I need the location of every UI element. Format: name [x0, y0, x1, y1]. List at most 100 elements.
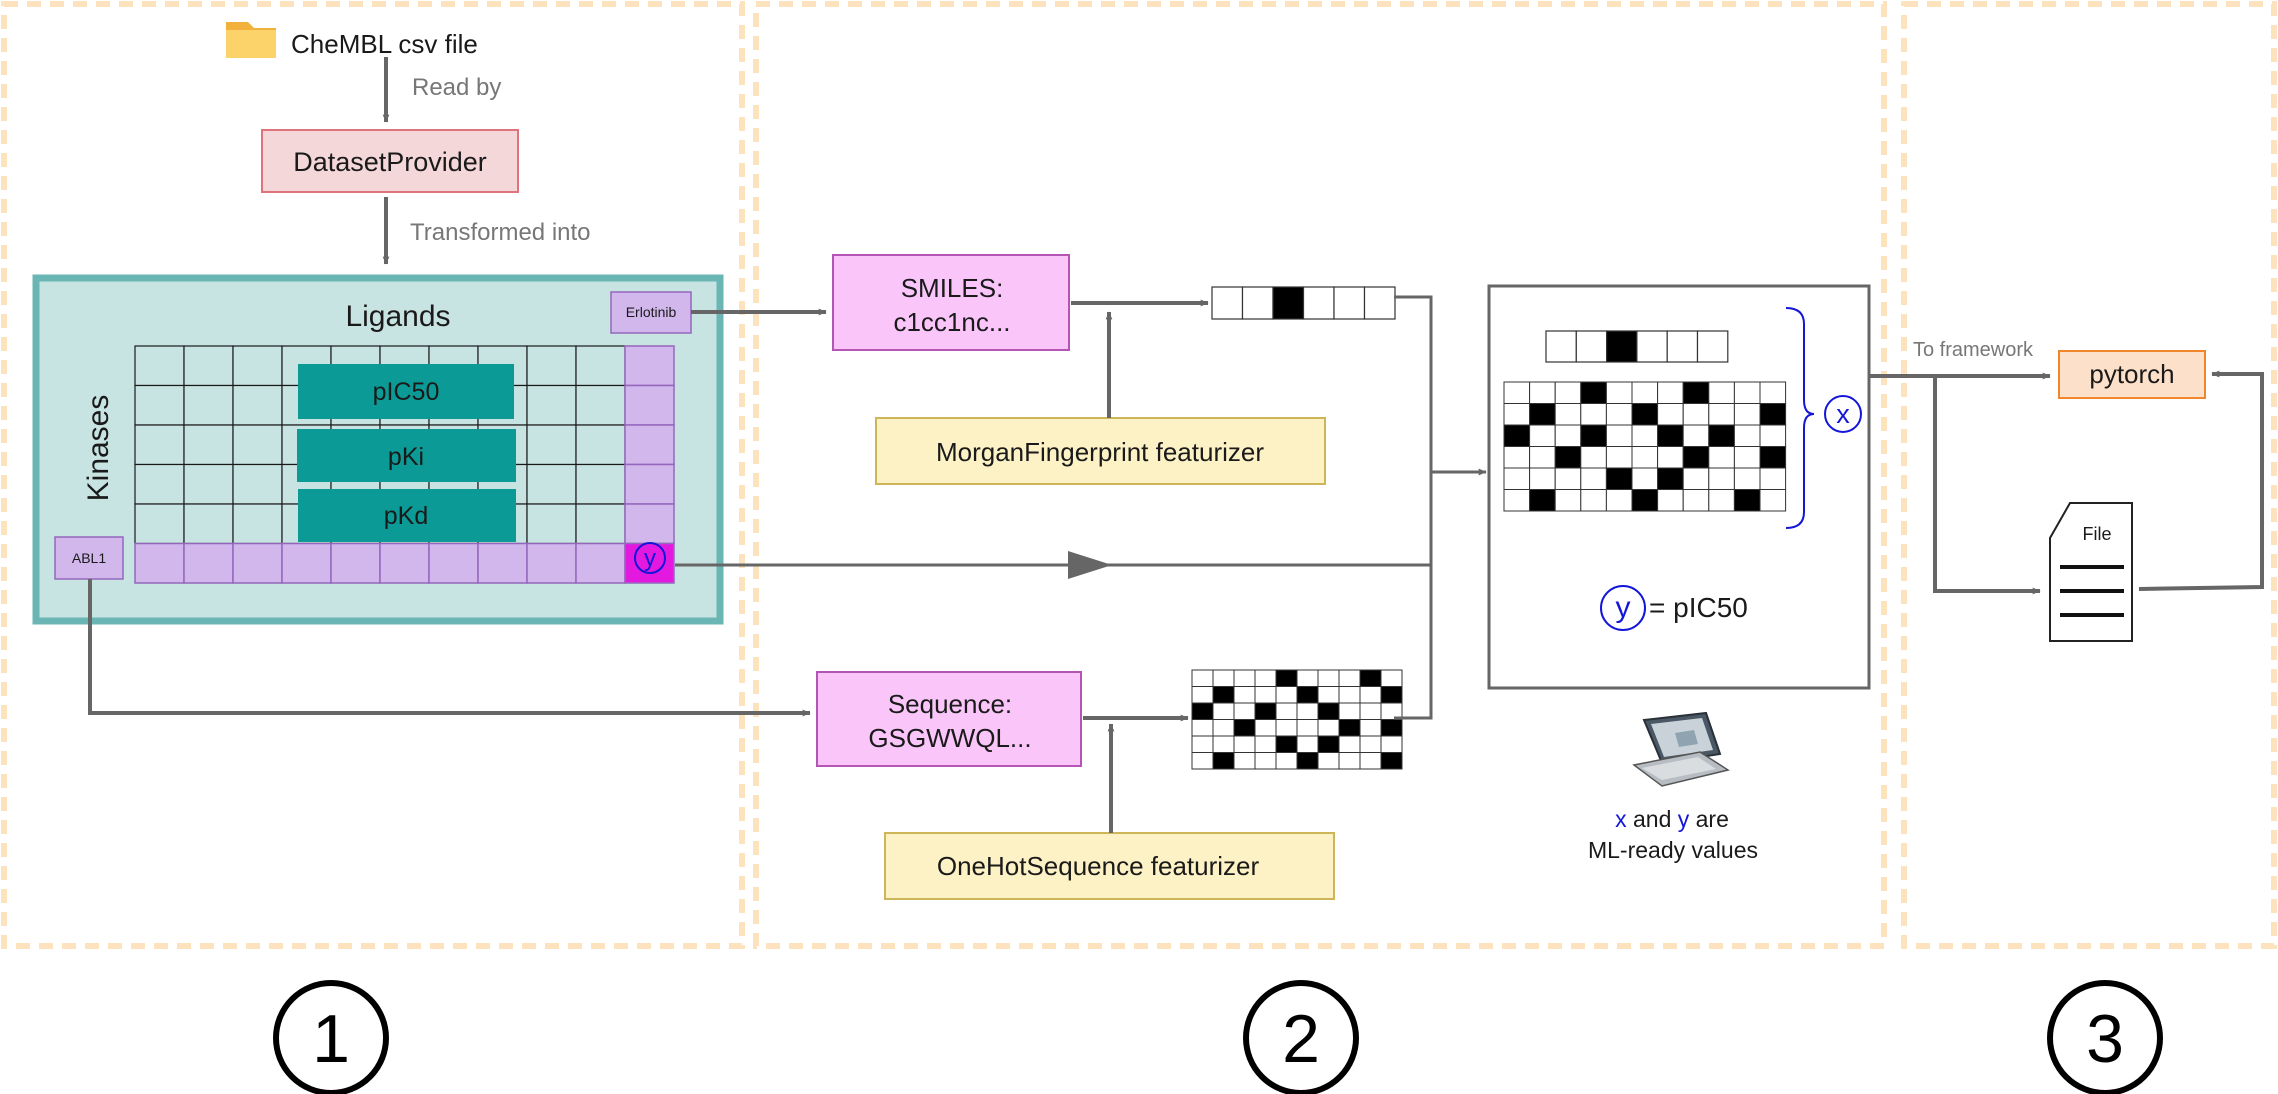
grid-cell	[1529, 446, 1556, 469]
grid-cell	[1529, 489, 1556, 512]
grid-cell	[1338, 686, 1361, 704]
grid-cell	[1380, 719, 1403, 737]
onehot-featurizer-label: OneHotSequence featurizer	[937, 851, 1260, 881]
measure-pkd-label: pKd	[384, 502, 428, 530]
grid-cell	[1296, 702, 1319, 720]
stage-3-panel	[1901, 1, 2277, 949]
grid-cell	[1212, 735, 1235, 753]
combined-sequence-grid	[1503, 381, 1787, 512]
label-cell	[624, 542, 675, 584]
grid-cell	[1254, 752, 1277, 770]
bit-cell	[1272, 286, 1305, 320]
bit-cell	[1241, 286, 1274, 320]
grid-cell	[1338, 752, 1361, 770]
grid-cell	[1233, 686, 1256, 704]
matrix-y-circle	[634, 542, 666, 574]
grid-cell	[1682, 403, 1710, 426]
grid-cell	[1605, 403, 1633, 426]
grid-cell	[1580, 424, 1607, 447]
grid-cell	[1317, 669, 1340, 687]
grid-cell	[1682, 446, 1710, 469]
grid-cell	[1317, 686, 1340, 704]
grid-cell	[1359, 735, 1382, 753]
grid-cell	[1554, 424, 1582, 447]
folder-icon	[226, 22, 276, 58]
label-cell	[624, 345, 675, 387]
sequence-line-2: GSGWWQL...	[868, 723, 1031, 753]
grid-cell	[1631, 446, 1659, 469]
grid-cell	[1708, 381, 1735, 404]
y-symbol: y	[1616, 591, 1631, 624]
measure-pki-label: pKi	[388, 443, 424, 471]
grid-cell	[1733, 381, 1761, 404]
grid-cell	[1338, 735, 1361, 753]
kinases-label: Kinases	[82, 395, 115, 502]
grid-cell	[1631, 489, 1659, 512]
grid-cell	[1233, 719, 1256, 737]
label-cell	[477, 542, 528, 584]
grid-cell	[1359, 669, 1382, 687]
matrix-cell	[575, 384, 626, 426]
grid-cell	[1657, 381, 1684, 404]
matrix-cell	[183, 345, 234, 387]
grid-cell	[1733, 446, 1761, 469]
bit-cell	[1363, 286, 1396, 320]
grid-cell	[1708, 403, 1735, 426]
onehot-featurizer-box	[884, 832, 1335, 900]
grid-cell	[1759, 467, 1787, 490]
grid-cell	[1191, 702, 1214, 720]
grid-cell	[1296, 686, 1319, 704]
grid-cell	[1254, 719, 1277, 737]
grid-cell	[1657, 446, 1684, 469]
label-cell	[330, 542, 381, 584]
grid-cell	[1233, 702, 1256, 720]
grid-cell	[1503, 381, 1531, 404]
grid-cell	[1338, 719, 1361, 737]
matrix-cell	[232, 463, 283, 505]
label-cell	[183, 542, 234, 584]
morgan-fingerprint-vector	[1211, 286, 1396, 320]
label-arrowhead	[1068, 551, 1112, 579]
grid-cell	[1275, 669, 1298, 687]
grid-cell	[1317, 719, 1340, 737]
step-1-circle	[273, 980, 389, 1094]
grid-cell	[1380, 686, 1403, 704]
label-cell	[575, 542, 626, 584]
read-by-label: Read by	[412, 74, 501, 101]
grid-cell	[1605, 424, 1633, 447]
grid-cell	[1529, 381, 1556, 404]
grid-cell	[1275, 735, 1298, 753]
ml-ready-note-line-1: x and y are	[1615, 806, 1729, 832]
grid-cell	[1296, 735, 1319, 753]
y-equation: = pIC50	[1649, 592, 1748, 623]
measure-pic50-label: pIC50	[373, 378, 440, 406]
onehot-sequence-grid	[1191, 669, 1403, 770]
grid-cell	[1554, 467, 1582, 490]
kinase-example-box	[54, 536, 124, 580]
grid-cell	[1296, 752, 1319, 770]
kinase-example-label: ABL1	[72, 550, 106, 566]
grid-cell	[1759, 403, 1787, 426]
grid-cell	[1580, 467, 1607, 490]
matrix-cell	[526, 463, 577, 505]
fingerprint-merge-line	[1394, 295, 1433, 720]
smiles-box	[832, 254, 1070, 351]
grid-cell	[1359, 752, 1382, 770]
grid-cell	[1605, 467, 1633, 490]
matrix-cell	[575, 424, 626, 466]
x-symbol: x	[1836, 399, 1850, 429]
to-file-arrow	[1933, 376, 2041, 595]
grid-cell	[1359, 702, 1382, 720]
morgan-featurizer-box	[875, 417, 1326, 485]
file-to-pytorch-arrow	[2138, 370, 2264, 591]
matrix-cell	[183, 503, 234, 545]
grid-cell	[1503, 403, 1531, 426]
grid-cell	[1605, 446, 1633, 469]
grid-cell	[1191, 752, 1214, 770]
file-label: File	[2082, 524, 2111, 544]
grid-cell	[1254, 702, 1277, 720]
grid-cell	[1212, 686, 1235, 704]
matrix-cell	[134, 424, 185, 466]
label-cell	[232, 542, 283, 584]
